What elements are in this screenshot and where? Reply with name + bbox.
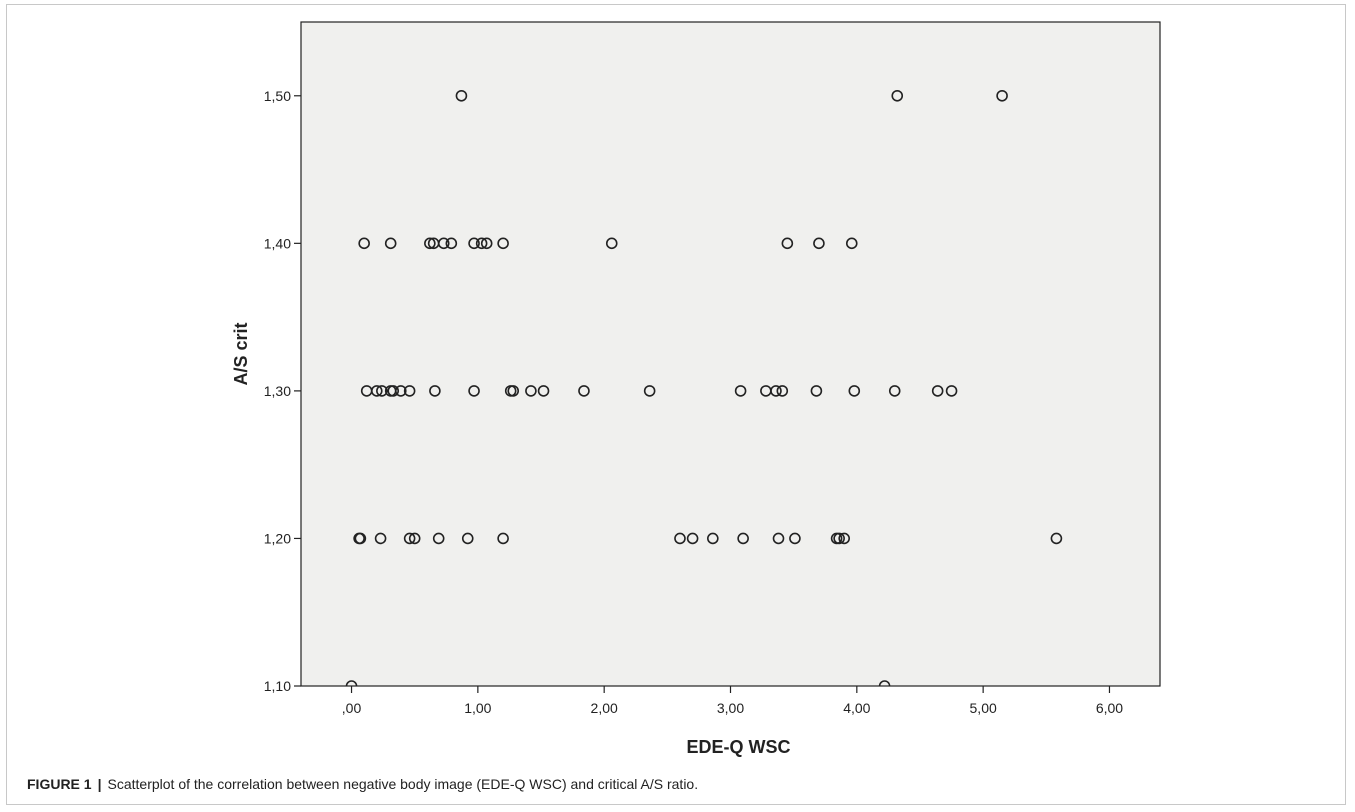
y-tick-label: 1,30: [264, 383, 291, 399]
figure-frame: 1,10 1,20 1,30 1,40 1,50 ,00 1,00 2,00 3,00 4,00 5…: [6, 4, 1346, 805]
x-tick-label: 5,00: [970, 700, 997, 716]
data-point: [374, 532, 387, 545]
y-tick-label: 1,50: [264, 88, 291, 104]
data-point: [403, 532, 416, 545]
x-tick-label: 2,00: [591, 700, 618, 716]
data-point: [781, 237, 794, 250]
data-point: [996, 89, 1008, 102]
data-point: [468, 385, 480, 397]
data-point: [507, 385, 520, 397]
data-point: [810, 385, 823, 397]
data-point: [497, 532, 509, 545]
y-tick-label: 1,40: [264, 235, 291, 251]
data-point: [408, 532, 421, 545]
data-point: [891, 89, 904, 102]
data-point: [945, 385, 958, 397]
data-point: [429, 385, 441, 397]
data-point: [455, 89, 468, 102]
data-point: [387, 385, 400, 397]
data-point: [770, 385, 782, 397]
data-point: [424, 237, 436, 250]
data-point: [384, 237, 397, 250]
data-point: [878, 680, 891, 686]
data-point: [497, 237, 509, 250]
data-point: [437, 237, 450, 250]
data-point: [848, 385, 861, 397]
data-points: [345, 89, 1063, 686]
data-point: [888, 385, 901, 397]
data-point: [461, 532, 474, 545]
data-point: [394, 385, 407, 397]
data-point: [772, 532, 785, 545]
data-point: [813, 237, 825, 250]
data-point: [789, 532, 801, 545]
data-point: [776, 385, 789, 397]
data-point: [475, 237, 488, 250]
x-tick-label: 4,00: [843, 700, 870, 716]
plot-area: [300, 21, 1161, 687]
data-point: [345, 680, 358, 686]
caption-separator: |: [97, 776, 102, 792]
x-tick-label: ,00: [342, 700, 362, 716]
y-tick-label: 1,20: [264, 530, 291, 546]
data-point: [643, 385, 656, 397]
y-axis-label: A/S crit: [231, 322, 251, 385]
data-point: [1050, 532, 1063, 545]
data-point: [833, 532, 845, 545]
x-axis-label: EDE-Q WSC: [686, 737, 790, 757]
data-point: [931, 385, 944, 397]
data-point: [674, 532, 686, 545]
data-point: [686, 532, 699, 545]
data-point: [468, 237, 480, 250]
data-point: [845, 237, 858, 250]
scatterplot-chart: 1,10 1,20 1,30 1,40 1,50 ,00 1,00 2,00 3,00 4,00 5…: [231, 21, 1161, 757]
x-tick-label: 3,00: [717, 700, 744, 716]
data-point: [525, 385, 537, 397]
data-point: [354, 532, 367, 545]
caption-text: Scatterplot of the correlation between n…: [107, 776, 699, 792]
data-point: [432, 532, 445, 545]
x-tick-label: 6,00: [1096, 700, 1123, 716]
figure-label: FIGURE 1: [27, 776, 92, 792]
data-point: [376, 385, 388, 397]
x-tick-label: 1,00: [464, 700, 491, 716]
data-point: [445, 237, 458, 250]
data-point: [578, 385, 590, 397]
data-point: [403, 385, 416, 397]
data-point: [480, 237, 493, 250]
y-tick-label: 1,10: [264, 678, 291, 694]
data-point: [370, 385, 383, 397]
data-point: [737, 532, 749, 545]
data-point: [734, 385, 747, 397]
data-point: [605, 237, 618, 250]
data-point: [358, 237, 370, 250]
data-point: [707, 532, 719, 545]
data-point: [537, 385, 550, 397]
figure-caption: FIGURE 1 | Scatterplot of the correlation …: [27, 776, 698, 792]
data-point: [838, 532, 850, 545]
